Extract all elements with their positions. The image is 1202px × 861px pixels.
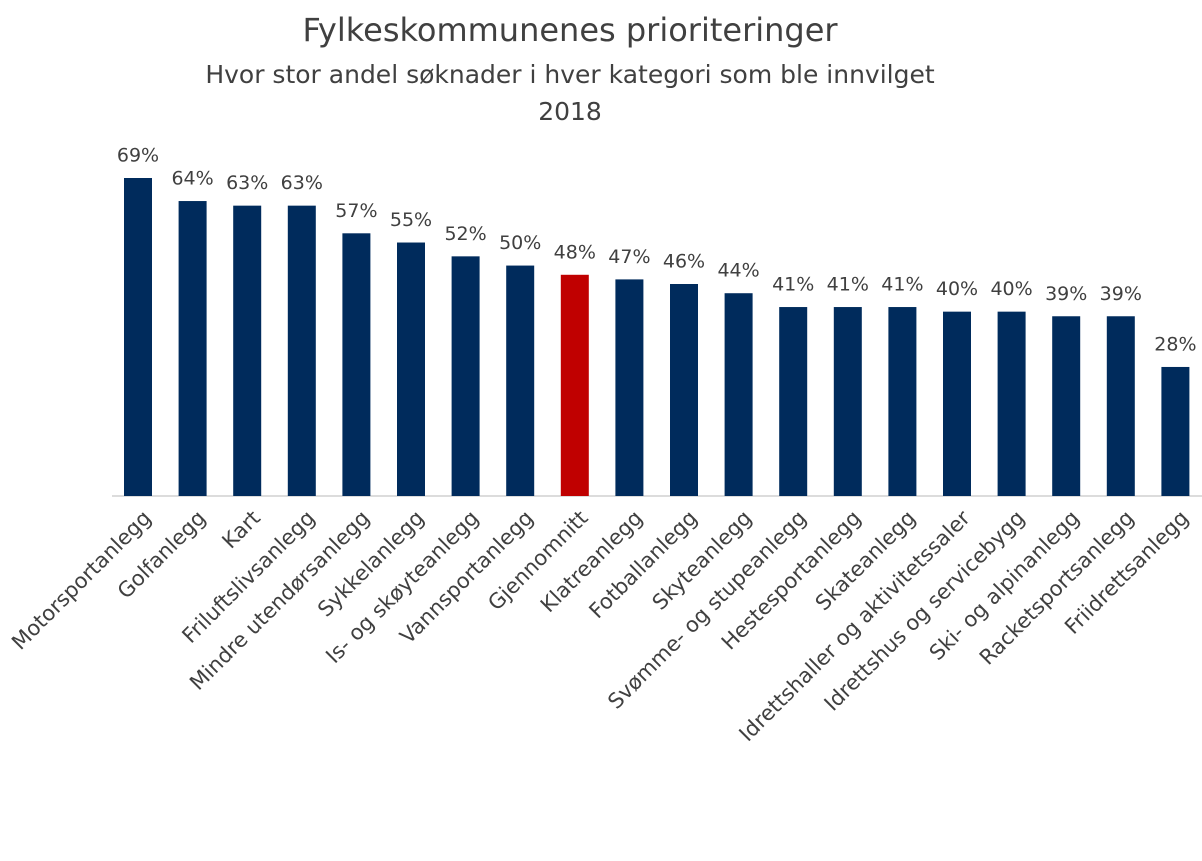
x-tick-label: Kart [218, 506, 265, 553]
value-label: 41% [772, 274, 814, 296]
bar [724, 293, 753, 496]
bar [1052, 316, 1081, 496]
bar [178, 201, 207, 497]
value-label: 52% [444, 223, 486, 245]
value-label: 69% [117, 145, 159, 167]
bar [342, 233, 371, 496]
value-label: 57% [335, 200, 377, 222]
value-label: 46% [663, 251, 705, 273]
value-label: 64% [171, 168, 213, 190]
bar [124, 178, 152, 496]
value-label: 63% [226, 172, 268, 194]
value-label: 48% [554, 241, 596, 263]
bar [287, 205, 316, 497]
chart-subtitle: Hvor stor andel søknader i hver kategori… [205, 60, 935, 89]
value-label: 28% [1154, 333, 1196, 355]
value-label: 41% [827, 274, 869, 296]
value-label: 41% [881, 274, 923, 296]
bar [451, 256, 480, 496]
value-label: 63% [281, 172, 323, 194]
bar [943, 311, 971, 496]
value-label: 39% [1100, 283, 1142, 305]
value-label: 44% [717, 260, 759, 282]
bar [997, 311, 1026, 496]
bar [506, 265, 535, 496]
bar [397, 242, 425, 496]
bar [615, 279, 644, 496]
bar [779, 307, 808, 496]
bar [1106, 316, 1135, 496]
bar [233, 205, 262, 497]
value-label: 47% [608, 246, 650, 268]
value-label: 40% [936, 278, 978, 300]
value-label: 39% [1045, 283, 1087, 305]
chart-title: Fylkeskommunenes prioriteringer [302, 11, 838, 49]
value-label: 55% [390, 209, 432, 231]
chart-subtitle: 2018 [538, 97, 602, 126]
bar [670, 284, 698, 496]
bar [560, 274, 589, 496]
value-label: 50% [499, 232, 541, 254]
bar [833, 307, 862, 496]
bar [888, 307, 917, 496]
value-label: 40% [990, 278, 1032, 300]
bar [1161, 366, 1190, 496]
